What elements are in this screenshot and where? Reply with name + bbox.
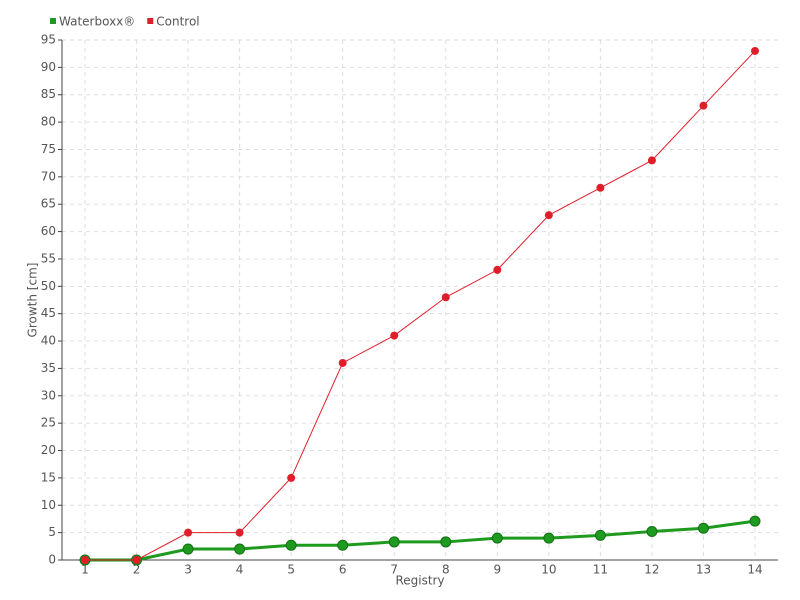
point — [388, 536, 400, 548]
y-tick-label: 35 — [41, 361, 56, 375]
series-line — [85, 519, 756, 562]
x-tick-label: 8 — [442, 563, 450, 577]
legend-label: Control — [156, 15, 199, 29]
point — [544, 211, 553, 220]
point — [699, 101, 708, 110]
point — [132, 556, 141, 564]
y-tick-label: 45 — [41, 306, 56, 320]
legend-swatch — [50, 18, 56, 24]
y-tick-label: 80 — [41, 115, 56, 129]
y-tick-label: 95 — [41, 33, 56, 47]
y-tick-label: 90 — [41, 60, 56, 74]
x-tick-label: 11 — [593, 563, 608, 577]
point — [184, 528, 193, 537]
y-tick-label: 50 — [41, 279, 56, 293]
point — [285, 539, 297, 551]
x-tick-label: 3 — [184, 563, 192, 577]
point — [337, 539, 349, 551]
x-tick-label: 13 — [696, 563, 711, 577]
x-tick-label: 1 — [81, 563, 89, 577]
point — [647, 156, 656, 165]
x-axis-label: Registry — [395, 574, 444, 588]
point — [543, 532, 555, 544]
x-tick-label: 10 — [541, 563, 556, 577]
x-tick-label: 7 — [390, 563, 398, 577]
point — [81, 556, 89, 564]
y-axis-label: Growth [cm] — [26, 263, 40, 338]
point — [182, 543, 194, 555]
y-tick-label: 25 — [41, 416, 56, 430]
point — [594, 529, 606, 541]
point — [491, 532, 503, 544]
y-tick-label: 5 — [48, 525, 56, 539]
point — [440, 536, 452, 548]
x-tick-label: 6 — [339, 563, 347, 577]
point — [493, 265, 502, 274]
x-tick-label: 2 — [133, 563, 141, 577]
point — [596, 183, 605, 192]
legend-label: Waterboxx® — [59, 15, 135, 29]
point — [697, 522, 709, 534]
y-tick-label: 15 — [41, 470, 56, 484]
point — [441, 293, 450, 302]
legend-swatch — [147, 18, 154, 24]
x-tick-label: 12 — [644, 563, 659, 577]
point — [751, 46, 759, 55]
y-tick-label: 20 — [41, 443, 56, 457]
point — [749, 515, 761, 527]
y-tick-label: 85 — [41, 87, 56, 101]
y-tick-label: 75 — [41, 142, 56, 156]
y-tick-label: 60 — [41, 224, 56, 238]
x-tick-label: 9 — [493, 563, 501, 577]
y-tick-label: 10 — [41, 498, 56, 512]
point — [234, 543, 246, 555]
point — [390, 331, 399, 340]
x-tick-label: 4 — [236, 563, 244, 577]
series-line — [85, 50, 756, 561]
point — [235, 528, 244, 537]
x-tick-label: 5 — [287, 563, 295, 577]
point — [338, 358, 347, 367]
x-tick-label: 14 — [747, 563, 762, 577]
point — [646, 526, 658, 538]
y-tick-label: 55 — [41, 251, 56, 265]
point — [287, 473, 296, 482]
y-tick-label: 30 — [41, 388, 56, 402]
y-tick-label: 0 — [48, 553, 56, 567]
y-tick-label: 40 — [41, 334, 56, 348]
y-tick-label: 65 — [41, 197, 56, 211]
y-tick-label: 70 — [41, 169, 56, 183]
